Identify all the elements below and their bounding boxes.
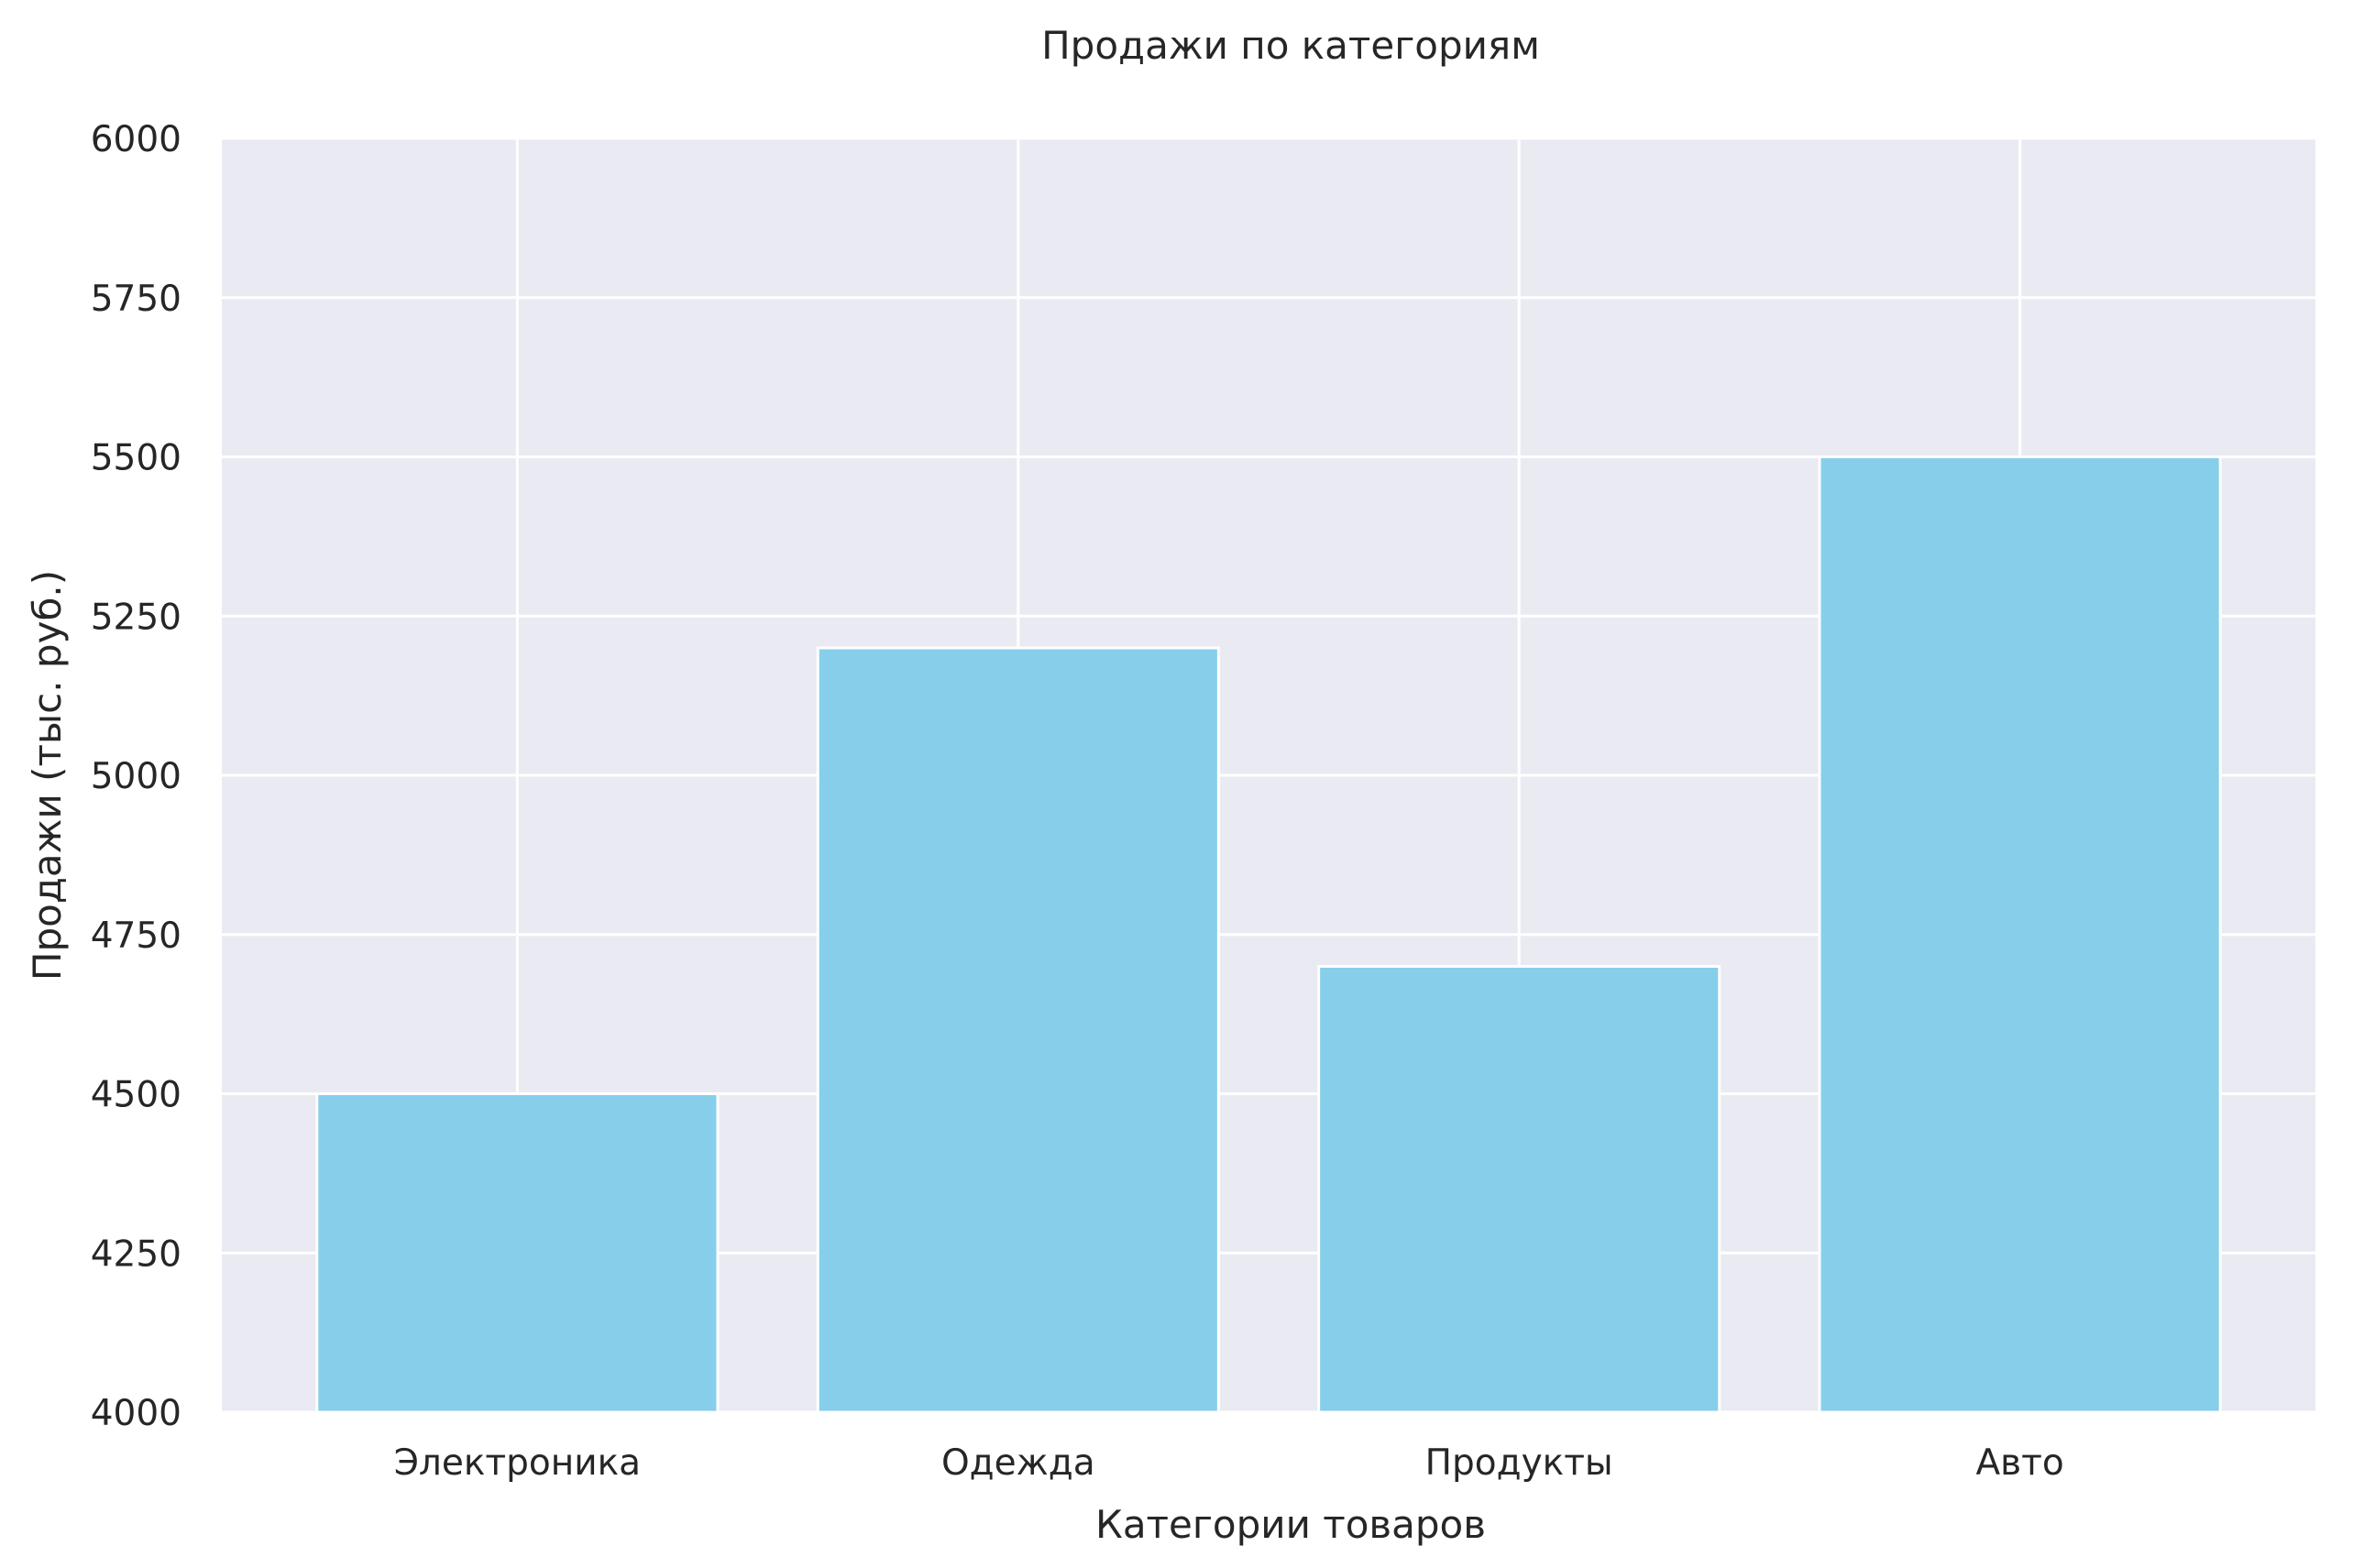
y-axis-ticks: 4000 4250 4500 4750 5000 5250 5500 5750 6000 xyxy=(91,119,181,1434)
bar xyxy=(1818,455,2222,1414)
bars xyxy=(315,455,2222,1414)
y-tick-label: 5000 xyxy=(91,756,181,797)
x-tick-label: Электроника xyxy=(394,1442,641,1484)
y-tick-label: 5750 xyxy=(91,279,181,320)
bar xyxy=(315,1092,720,1414)
y-axis-label: Продажи (тыс. руб.) xyxy=(25,570,70,981)
y-tick-label: 4000 xyxy=(91,1393,181,1434)
x-tick-label: Продукты xyxy=(1425,1442,1613,1484)
bar xyxy=(816,646,1220,1414)
y-tick-label: 4750 xyxy=(91,916,181,957)
x-tick-label: Одежда xyxy=(941,1442,1095,1484)
x-tick-label: Авто xyxy=(1975,1442,2063,1484)
x-axis-label: Категории товаров xyxy=(1095,1502,1486,1547)
y-tick-label: 4500 xyxy=(91,1075,181,1116)
chart-title: Продажи по категориям xyxy=(1041,23,1540,68)
x-axis-ticks: Электроника Одежда Продукты Авто xyxy=(394,1442,2064,1484)
y-tick-label: 5500 xyxy=(91,438,181,479)
bar xyxy=(1317,965,1721,1414)
y-tick-label: 6000 xyxy=(91,119,181,160)
y-tick-label: 4250 xyxy=(91,1234,181,1275)
y-tick-label: 5250 xyxy=(91,597,181,638)
